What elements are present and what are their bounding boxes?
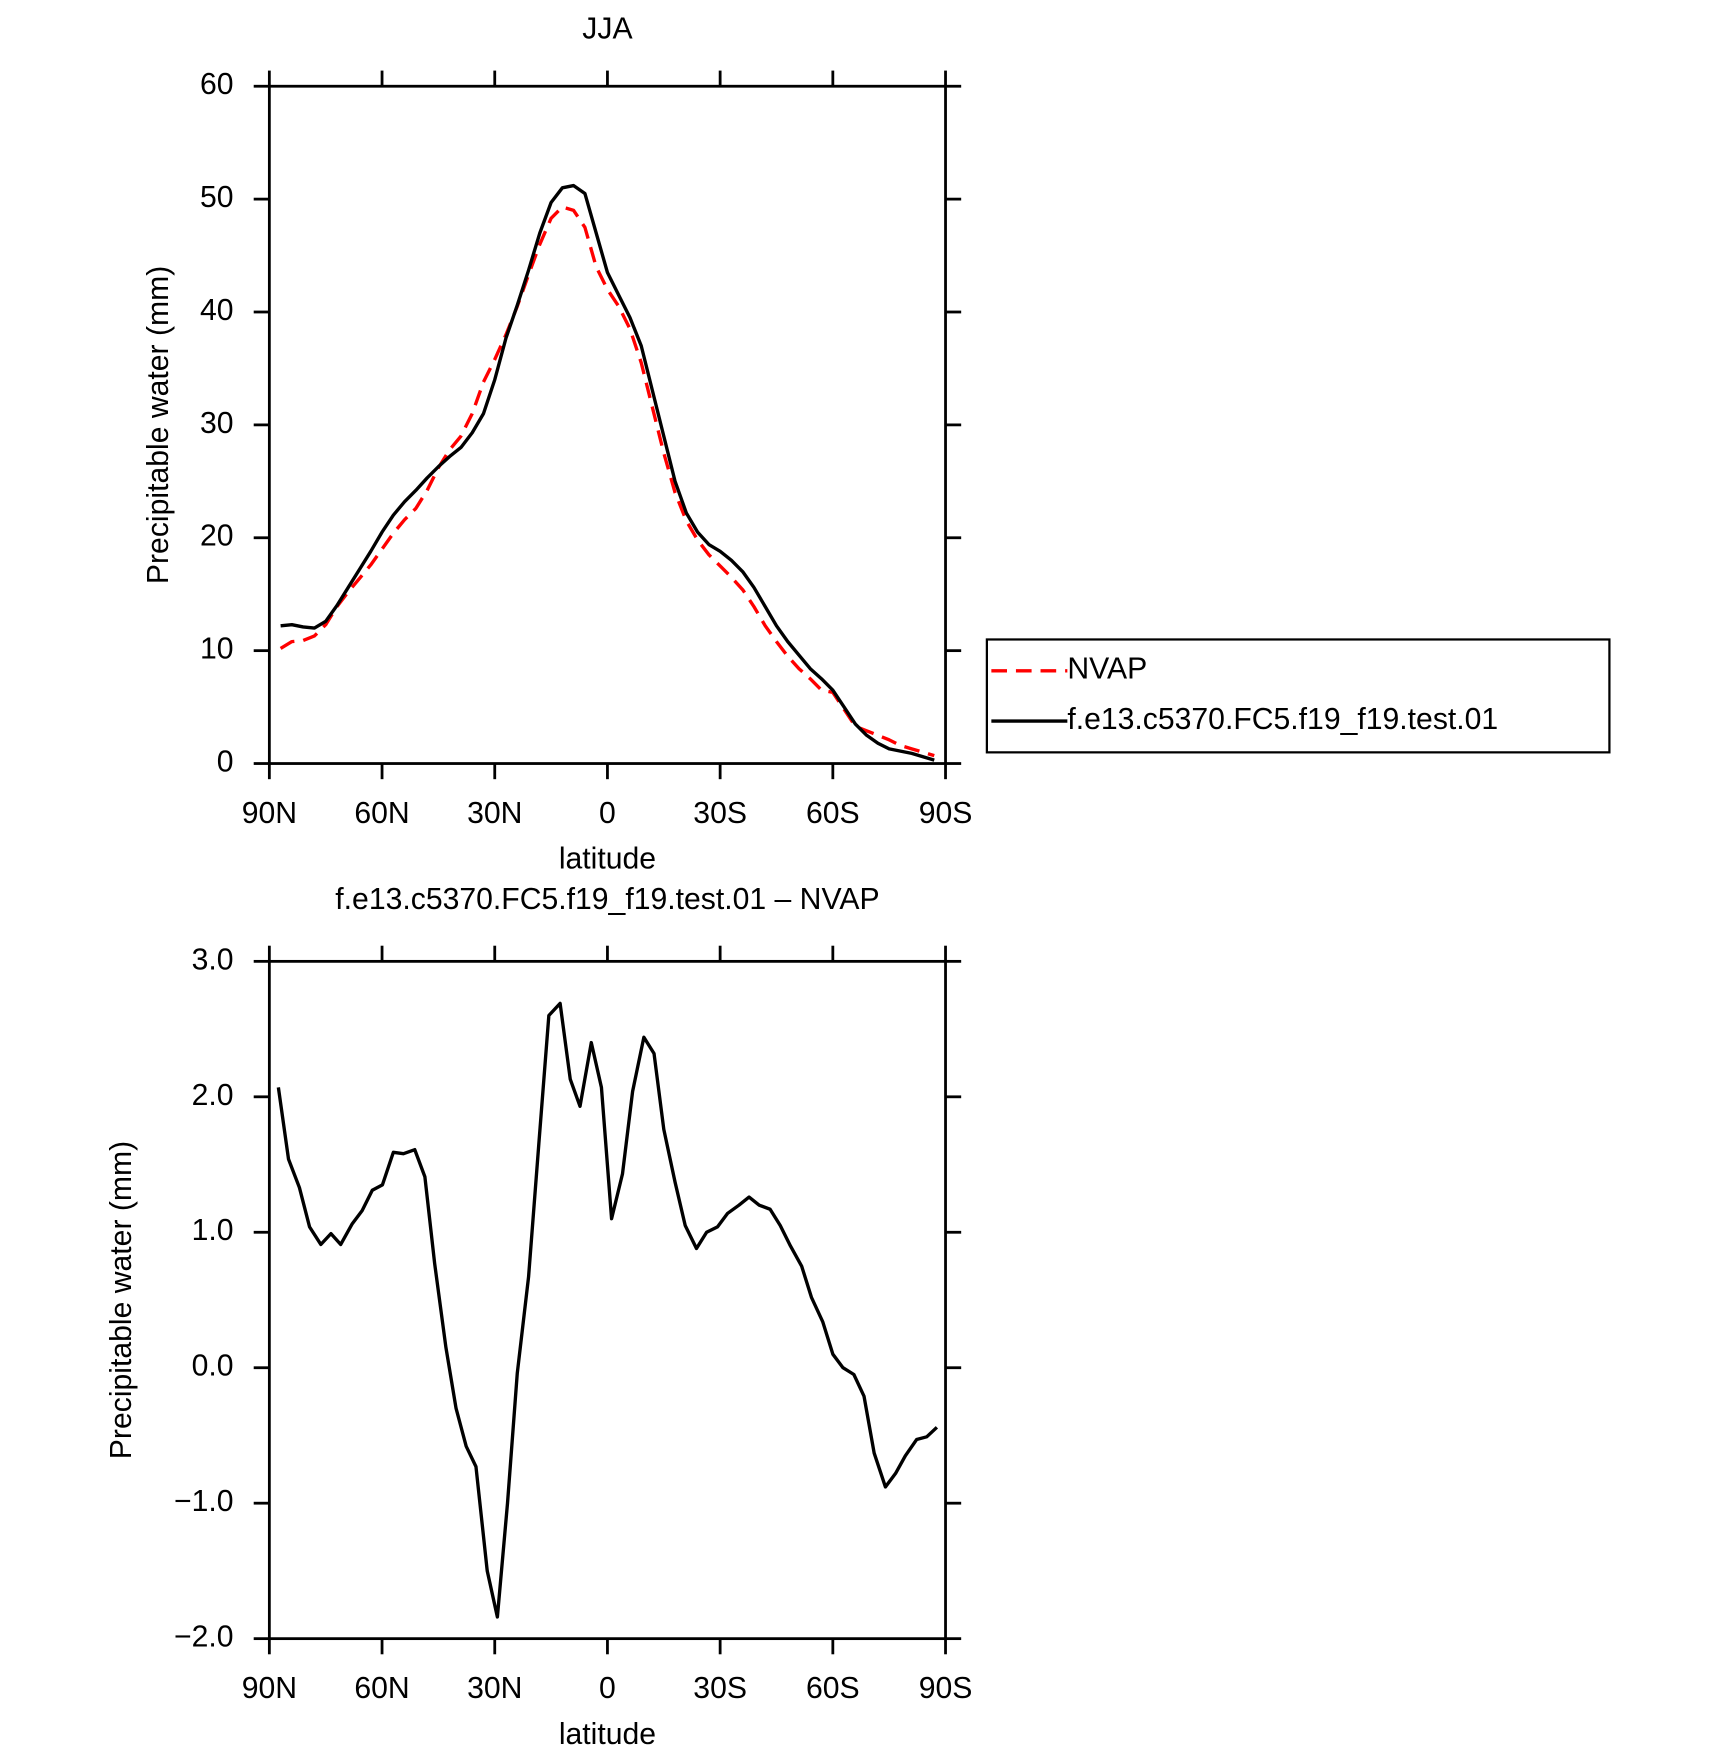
x-tick-label: 90N [242, 1672, 297, 1705]
y-tick-label: 60 [200, 68, 234, 101]
x-tick-label: 30N [467, 797, 522, 830]
y-tick-label: 3.0 [192, 943, 234, 976]
y-tick-label: 2.0 [192, 1079, 234, 1112]
y-tick-label: 50 [200, 181, 234, 214]
legend-label: NVAP [1067, 653, 1147, 686]
y-tick-label: 1.0 [192, 1214, 234, 1247]
y-axis-label: Precipitable water (mm) [105, 1141, 138, 1459]
x-tick-label: 60S [806, 797, 860, 830]
y-tick-label: 10 [200, 633, 234, 666]
y-axis-label: Precipitable water (mm) [142, 266, 175, 584]
x-tick-label: 0 [599, 797, 616, 830]
x-axis-label: latitude [559, 1718, 656, 1745]
plot-frame [267, 84, 947, 765]
x-tick-label: 60S [806, 1672, 860, 1705]
legend-label: f.e13.c5370.FC5.f19_f19.test.01 [1067, 703, 1498, 736]
x-axis-label: latitude [559, 843, 656, 876]
y-tick-label: 0.0 [192, 1350, 234, 1383]
y-tick-label: 40 [200, 294, 234, 327]
x-tick-label: 90S [919, 1672, 973, 1705]
plot-frame [267, 959, 947, 1641]
x-tick-label: 30S [693, 1672, 747, 1705]
chart-title: JJA [582, 12, 633, 45]
legend-box [985, 638, 1611, 754]
data-line [279, 205, 935, 758]
y-tick-label: 30 [200, 407, 234, 440]
chart-title: f.e13.c5370.FC5.f19_f19.test.01 – NVAP [335, 883, 879, 916]
y-tick-label: −1.0 [174, 1485, 234, 1518]
x-tick-label: 90N [242, 797, 297, 830]
x-tick-label: 60N [354, 1672, 409, 1705]
x-tick-label: 90S [919, 797, 973, 830]
y-tick-label: 20 [200, 520, 234, 553]
y-tick-label: 0 [217, 745, 234, 778]
y-tick-label: −2.0 [174, 1621, 234, 1654]
x-tick-label: 60N [354, 797, 409, 830]
x-tick-label: 30N [467, 1672, 522, 1705]
x-tick-label: 30S [693, 797, 747, 830]
x-tick-label: 0 [599, 1672, 616, 1705]
data-line [280, 183, 935, 762]
data-line [276, 1001, 939, 1619]
